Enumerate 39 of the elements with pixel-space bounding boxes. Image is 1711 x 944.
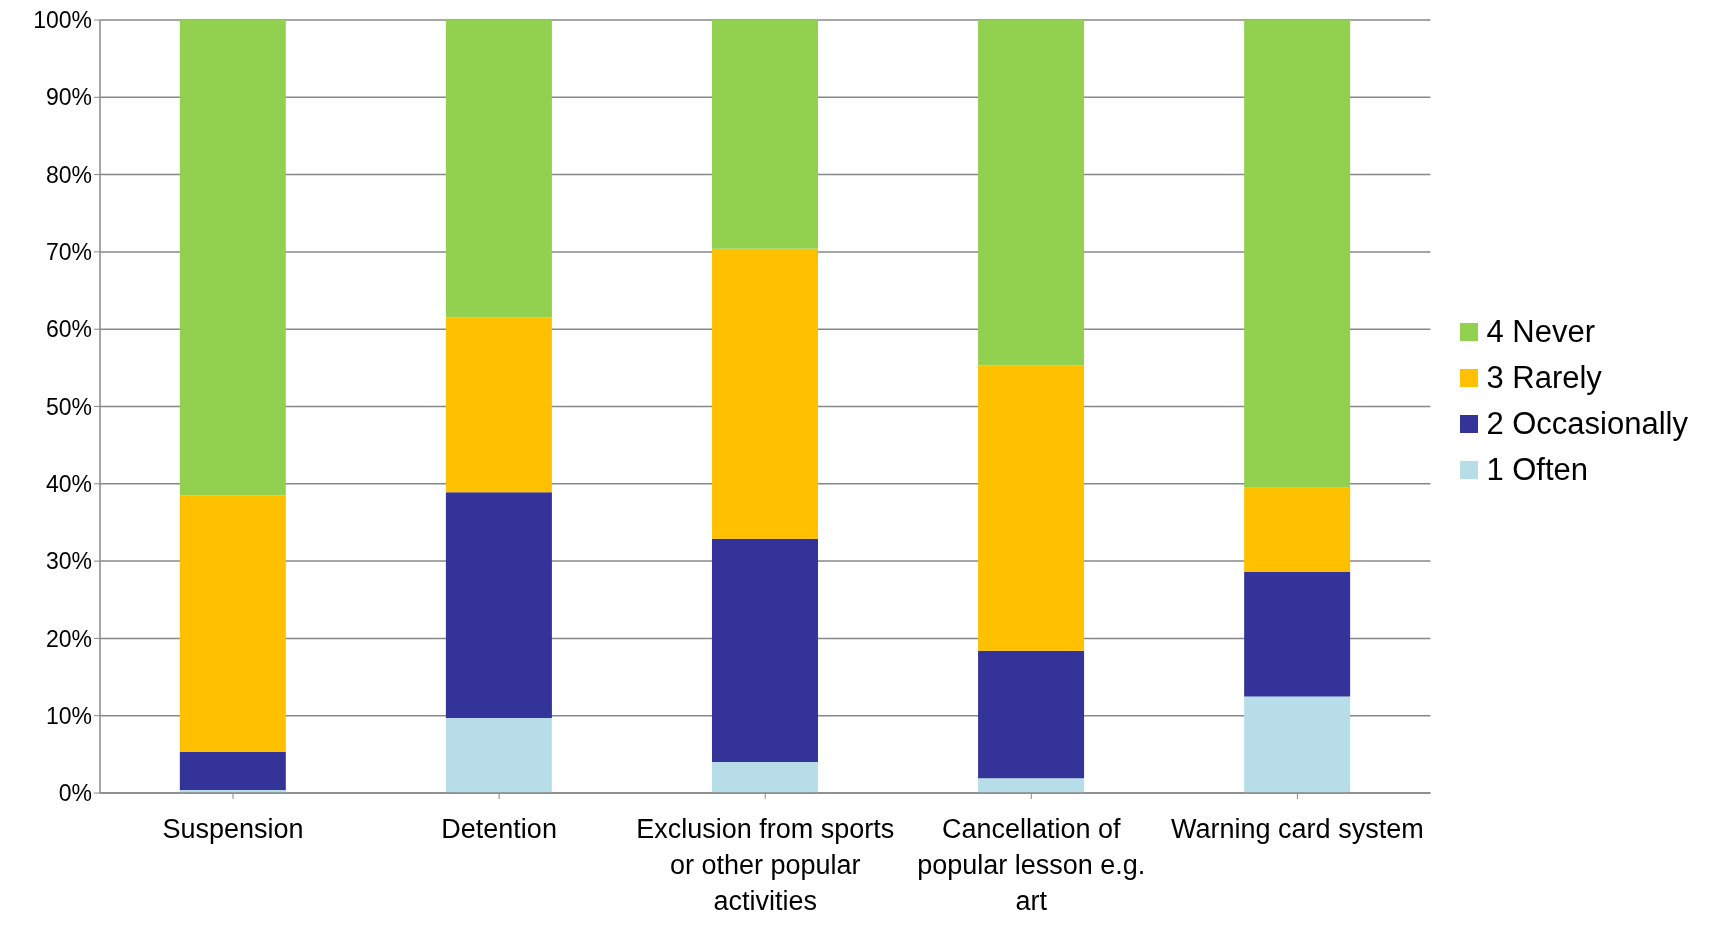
y-tick-label: 100% bbox=[33, 7, 92, 34]
y-tick-label: 80% bbox=[45, 161, 92, 188]
bar bbox=[978, 650, 1085, 779]
bar bbox=[978, 778, 1085, 793]
x-tick-label: Warning card system bbox=[1171, 814, 1424, 844]
x-tick-label: Cancellation of popular lesson e.g. art bbox=[917, 814, 1146, 916]
legend-label: 1 Often bbox=[1486, 451, 1589, 488]
y-tick-label: 90% bbox=[45, 84, 92, 111]
bar bbox=[711, 538, 818, 763]
bar bbox=[445, 20, 552, 318]
bar bbox=[445, 317, 552, 493]
bar bbox=[711, 762, 818, 793]
x-tick-label: Suspension bbox=[162, 814, 304, 844]
y-tick-label: 10% bbox=[45, 702, 92, 729]
y-tick-label: 40% bbox=[45, 470, 92, 497]
bar bbox=[711, 20, 818, 249]
bar bbox=[1244, 571, 1351, 697]
legend-label: 3 Rarely bbox=[1486, 359, 1602, 396]
bar bbox=[1244, 696, 1351, 793]
legend-label: 2 Occasionally bbox=[1486, 405, 1688, 442]
y-tick-label: 20% bbox=[45, 625, 92, 652]
y-tick-label: 60% bbox=[45, 316, 92, 343]
x-tick-label: Detention bbox=[441, 814, 557, 844]
bar bbox=[179, 495, 286, 753]
x-tick-label: Exclusion from sports or other popular activities bbox=[636, 814, 895, 916]
bar bbox=[978, 20, 1085, 366]
bar bbox=[1244, 20, 1351, 488]
bar bbox=[978, 365, 1085, 651]
bar bbox=[179, 752, 286, 790]
bar bbox=[445, 492, 552, 719]
legend-label: 4 Never bbox=[1486, 313, 1595, 350]
bar bbox=[445, 718, 552, 793]
bar bbox=[711, 248, 818, 539]
y-tick-label: 70% bbox=[45, 239, 92, 266]
y-tick-label: 0% bbox=[58, 780, 92, 807]
y-tick-label: 50% bbox=[45, 393, 92, 420]
y-tick-label: 30% bbox=[45, 548, 92, 575]
bar bbox=[179, 20, 286, 496]
bar bbox=[1244, 487, 1351, 572]
